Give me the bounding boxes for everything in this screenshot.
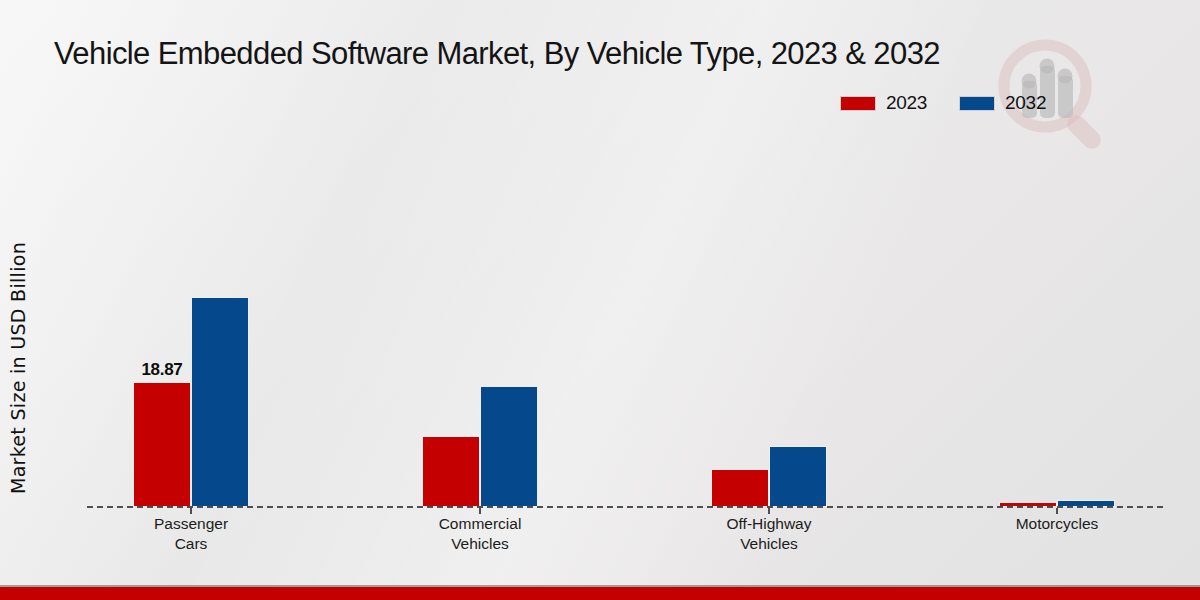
x-axis-tick-commercial-vehicles [479,508,481,514]
bar-value-label-2023-passenger-cars: 18.87 [133,360,191,380]
bar-2032-commercial-vehicles [480,386,538,507]
category-label-motorcycles: Motorcycles [967,514,1147,534]
bar-2032-off-highway-vehicles [769,446,827,507]
x-axis-baseline [87,506,1163,508]
chart-canvas: Vehicle Embedded Software Market, By Veh… [0,0,1200,600]
bar-2032-passenger-cars [191,297,249,507]
bottom-accent-bar [0,587,1200,600]
bar-2023-passenger-cars [133,382,191,507]
x-axis-tick-off-highway-vehicles [768,508,770,514]
chart-plot-area: 18.87 PassengerCars CommercialVehicles Off-… [0,0,1200,600]
category-label-off-highway-vehicles: Off-HighwayVehicles [679,514,859,554]
category-label-passenger-cars: PassengerCars [101,514,281,554]
bar-2023-off-highway-vehicles [711,469,769,507]
category-label-commercial-vehicles: CommercialVehicles [390,514,570,554]
x-axis-tick-motorcycles [1056,508,1058,514]
bar-2023-commercial-vehicles [422,436,480,507]
x-axis-tick-passenger-cars [190,508,192,514]
